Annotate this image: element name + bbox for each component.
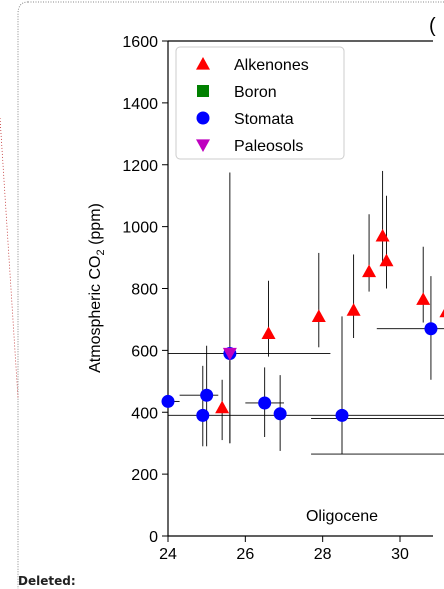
legend-marker-stomata	[197, 112, 210, 125]
period-annotation: Oligocene	[306, 508, 378, 525]
alkenones-point	[376, 229, 390, 242]
stomata-point	[274, 407, 287, 420]
x-tick-label: 28	[314, 546, 332, 563]
x-tick-label: 24	[159, 546, 177, 563]
alkenones-point	[312, 309, 326, 322]
stomata-point	[336, 409, 349, 422]
x-tick-label: 30	[391, 546, 409, 563]
y-tick-label: 1000	[122, 220, 158, 237]
stomata-point	[200, 389, 213, 402]
alkenones-point	[439, 305, 444, 318]
y-tick-label: 600	[131, 343, 158, 360]
y-tick-label: 200	[131, 467, 158, 484]
y-tick-label: 1400	[122, 96, 158, 113]
x-tick-label: 26	[236, 546, 254, 563]
legend-marker-boron	[197, 85, 209, 97]
legend-label-boron: Boron	[234, 84, 277, 101]
legend-label-alkenones: Alkenones	[234, 57, 309, 74]
y-axis-label-unit: (ppm)	[87, 203, 104, 249]
legend-label-paleosols: Paleosols	[234, 138, 303, 155]
legend-label-stomata: Stomata	[234, 111, 294, 128]
stomata-point	[196, 409, 209, 422]
alkenones-point	[379, 254, 393, 267]
y-tick-label: 0	[149, 529, 158, 546]
y-axis-label: Atmospheric CO2 (ppm)	[87, 203, 107, 373]
y-tick-label: 1600	[122, 34, 158, 51]
alkenones-point	[262, 326, 276, 339]
stomata-point	[258, 396, 271, 409]
deleted-note: Deleted:	[18, 574, 76, 588]
chart-title: (	[429, 15, 436, 37]
y-axis-label-main: Atmospheric CO	[87, 255, 104, 372]
alkenones-point	[347, 303, 361, 316]
stomata-point	[162, 395, 175, 408]
alkenones-point	[362, 264, 376, 277]
y-tick-label: 800	[131, 282, 158, 299]
alkenones-point	[215, 401, 229, 414]
alkenones-point	[416, 292, 430, 305]
stomata-point	[424, 322, 437, 335]
y-tick-label: 400	[131, 405, 158, 422]
y-tick-label: 1200	[122, 158, 158, 175]
